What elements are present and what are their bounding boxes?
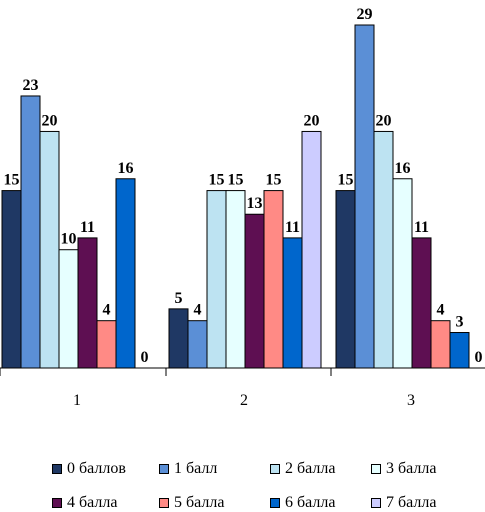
bar <box>354 24 375 369</box>
data-label: 23 <box>23 77 39 94</box>
data-label: 11 <box>80 219 95 236</box>
data-label: 13 <box>247 195 263 212</box>
legend-item: 5 балла <box>159 494 224 512</box>
bar <box>373 130 394 369</box>
bar <box>449 332 470 369</box>
legend-label: 3 балла <box>386 460 437 477</box>
bar <box>301 130 322 369</box>
data-label: 15 <box>266 172 282 189</box>
bar <box>225 190 246 369</box>
data-label: 20 <box>376 112 392 129</box>
data-label: 15 <box>338 172 354 189</box>
data-label: 0 <box>141 349 149 366</box>
data-label: 15 <box>4 172 20 189</box>
bar <box>77 237 98 369</box>
bar <box>411 237 432 369</box>
data-label: 10 <box>61 231 77 248</box>
data-label: 4 <box>103 302 111 319</box>
data-label: 11 <box>285 219 300 236</box>
legend-item: 6 балла <box>270 494 335 512</box>
legend-item: 7 балла <box>371 494 436 512</box>
legend-label: 0 баллов <box>67 460 126 477</box>
legend-item: 4 балла <box>52 494 117 512</box>
legend-item: 1 балл <box>159 460 217 478</box>
legend-label: 1 балл <box>174 460 218 477</box>
legend-swatch <box>159 464 169 474</box>
legend-swatch <box>371 464 381 474</box>
legend-label: 4 балла <box>67 494 118 511</box>
data-label: 4 <box>194 302 202 319</box>
legend-item: 3 балла <box>371 460 436 478</box>
legend-swatch <box>52 464 62 474</box>
data-label: 0 <box>475 349 483 366</box>
bar <box>168 308 189 369</box>
legend-item: 0 баллов <box>52 460 126 478</box>
legend-item: 2 балла <box>270 460 335 478</box>
legend: 0 баллов 1 балл 2 балла 3 балла 4 балла 5 бал… <box>0 456 485 511</box>
data-label: 16 <box>118 160 134 177</box>
data-label: 5 <box>175 290 183 307</box>
bar <box>1 190 22 369</box>
legend-swatch <box>270 464 280 474</box>
bar <box>244 213 265 369</box>
bar <box>430 320 451 369</box>
category-label: 3 <box>407 392 415 409</box>
bar <box>282 237 303 369</box>
bar <box>58 249 79 369</box>
bar <box>335 190 356 369</box>
legend-label: 6 балла <box>285 494 336 511</box>
data-label: 4 <box>437 302 445 319</box>
data-label: 3 <box>456 314 464 331</box>
data-label: 15 <box>228 172 244 189</box>
bar <box>96 320 117 369</box>
data-label: 20 <box>304 112 320 129</box>
category-label: 1 <box>73 392 81 409</box>
bar <box>206 190 227 369</box>
data-label: 11 <box>414 219 429 236</box>
bar <box>39 130 60 369</box>
bar <box>187 320 208 369</box>
legend-label: 2 балла <box>285 460 336 477</box>
bar <box>20 95 41 369</box>
bar <box>392 178 413 369</box>
data-label: 15 <box>209 172 225 189</box>
data-label: 20 <box>42 112 58 129</box>
data-label: 16 <box>395 160 411 177</box>
data-label: 29 <box>357 6 373 23</box>
bar <box>115 178 136 369</box>
category-label: 2 <box>240 392 248 409</box>
legend-label: 5 балла <box>174 494 225 511</box>
bar <box>263 190 284 369</box>
legend-label: 7 балла <box>386 494 437 511</box>
